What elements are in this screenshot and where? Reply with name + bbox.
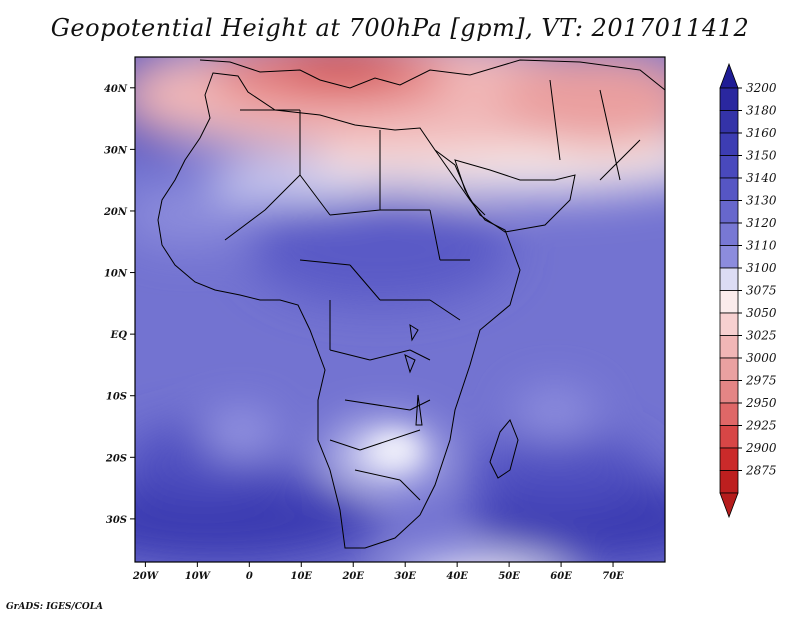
y-axis-ticks: 40N 30N 20N 10N EQ 10S 20S 30S (103, 84, 135, 526)
africa-coastline (157, 72, 521, 549)
country-borders (224, 79, 641, 501)
colorbar-swatch (719, 312, 739, 336)
coastline-borders (157, 59, 665, 549)
y-tick-label: EQ (110, 330, 128, 341)
colorbar-swatch (719, 447, 739, 471)
y-tick-label: 20S (105, 453, 127, 464)
x-tick-label: 30E (394, 571, 416, 582)
colorbar: 3200 3180 3160 3150 3140 3130 3120 3110 3100 3075… (719, 62, 777, 519)
colorbar-label: 2875 (745, 464, 777, 478)
colorbar-swatch (719, 357, 739, 381)
colorbar-label: 3000 (746, 351, 777, 365)
colorbar-swatch (719, 87, 739, 111)
height-field-shading (135, 57, 665, 562)
lakes (404, 324, 423, 426)
colorbar-label: 2900 (745, 441, 777, 455)
y-tick-label: 10N (104, 269, 128, 280)
x-tick-label: 40E (446, 571, 468, 582)
colorbar-bottom-arrow (719, 492, 739, 519)
colorbar-swatch (719, 335, 739, 359)
colorbar-label: 3180 (746, 104, 777, 118)
x-axis-ticks: 20W 10W 0 10E 20E 30E 40E 50E 60E 70E (132, 562, 624, 582)
arabian-peninsula (454, 159, 576, 233)
colorbar-swatch (719, 110, 739, 134)
plot-frame (134, 56, 666, 563)
colorbar-label: 2975 (745, 374, 777, 388)
y-tick-label: 10S (106, 392, 127, 403)
colorbar-swatch (719, 290, 739, 314)
y-tick-label: 40N (104, 84, 128, 95)
colorbar-label: 3025 (746, 329, 777, 343)
x-tick-label: 10W (185, 571, 212, 582)
x-tick-label: 70E (602, 571, 624, 582)
colorbar-swatch (719, 222, 739, 246)
colorbar-swatch (719, 470, 739, 494)
colorbar-swatch (719, 245, 739, 269)
colorbar-label: 3100 (746, 261, 777, 275)
colorbar-label: 3200 (746, 81, 777, 95)
x-tick-label: 60E (550, 571, 572, 582)
colorbar-swatch (719, 380, 739, 404)
colorbar-label: 3120 (746, 216, 777, 230)
colorbar-swatch (719, 267, 739, 291)
colorbar-swatch (719, 177, 739, 201)
colorbar-swatch (719, 402, 739, 426)
madagascar (489, 419, 519, 479)
colorbar-label: 3110 (746, 239, 777, 253)
x-tick-label: 0 (246, 571, 253, 582)
x-tick-label: 50E (498, 571, 520, 582)
colorbar-label: 2950 (745, 396, 777, 410)
map-title: Geopotential Height at 700hPa [gpm], VT:… (50, 14, 750, 42)
colorbar-label: 2925 (745, 419, 777, 433)
colorbar-top-arrow (719, 62, 739, 89)
colorbar-swatch (719, 425, 739, 449)
colorbar-label: 3130 (746, 194, 777, 208)
x-tick-label: 10E (291, 571, 313, 582)
colorbar-label: 3050 (746, 306, 777, 320)
y-tick-label: 30S (106, 515, 127, 526)
colorbar-label: 3150 (746, 149, 777, 163)
colorbar-label: 3140 (746, 171, 777, 185)
colorbar-label: 3075 (746, 284, 777, 298)
colorbar-swatch (719, 155, 739, 179)
x-tick-label: 20W (132, 571, 160, 582)
y-tick-label: 20N (103, 207, 128, 218)
colorbar-swatch (719, 200, 739, 224)
europe-coast (199, 59, 665, 91)
colorbar-swatch (719, 132, 739, 156)
y-tick-label: 30N (104, 145, 128, 156)
red-sea-coast (434, 149, 486, 216)
credit-text: GrADS: IGES/COLA (6, 602, 104, 612)
x-tick-label: 20E (341, 571, 364, 582)
colorbar-label: 3160 (746, 126, 777, 140)
